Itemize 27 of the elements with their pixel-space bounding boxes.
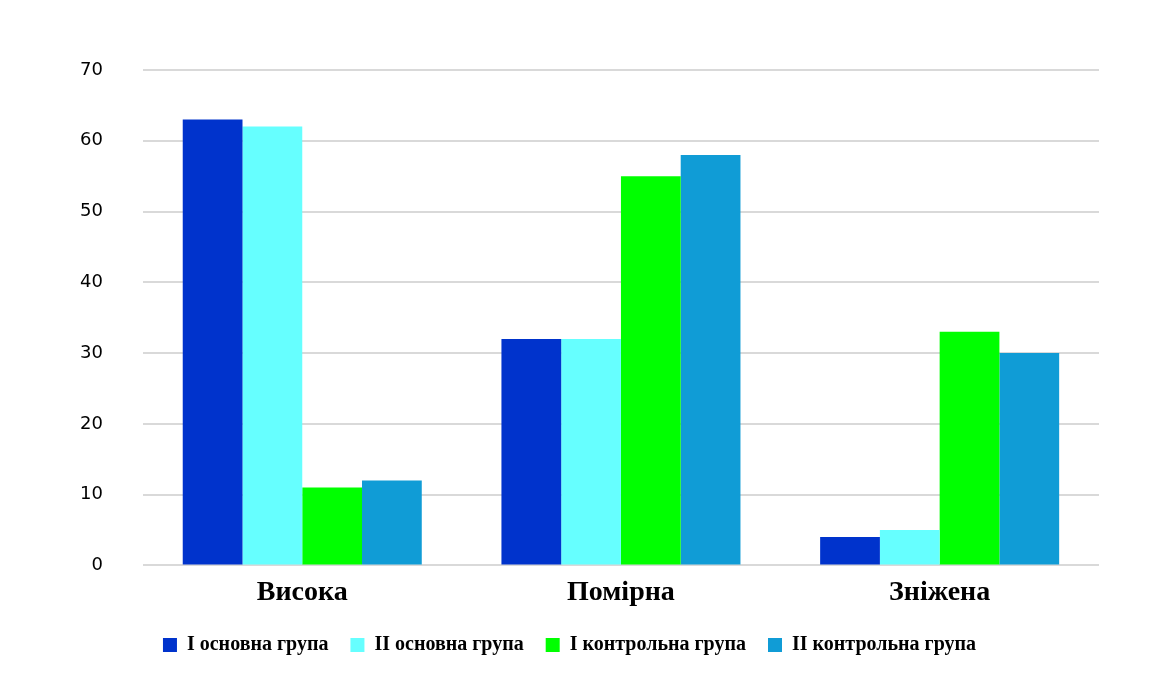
bar bbox=[302, 487, 363, 565]
bar bbox=[561, 338, 621, 565]
bar bbox=[501, 338, 562, 565]
bar bbox=[680, 154, 741, 565]
y-tick-label: 10 bbox=[80, 482, 103, 504]
bar bbox=[999, 353, 1060, 565]
x-tick-label: Зніжена bbox=[889, 575, 991, 607]
bar bbox=[820, 537, 880, 565]
legend-label: I контрольна група bbox=[569, 632, 746, 656]
x-tick-label: Висока bbox=[256, 575, 348, 607]
legend-label: II основна група bbox=[374, 632, 524, 656]
y-tick-label: 40 bbox=[80, 269, 103, 291]
y-tick-label: 30 bbox=[80, 340, 103, 362]
bar bbox=[242, 126, 303, 565]
y-tick-label: 70 bbox=[80, 57, 103, 79]
bar bbox=[879, 530, 940, 565]
legend-label: I основна група bbox=[186, 632, 329, 656]
bar bbox=[939, 331, 1000, 565]
bar bbox=[182, 119, 243, 565]
y-tick-label: 20 bbox=[80, 411, 103, 433]
y-tick-label: 0 bbox=[91, 553, 103, 575]
y-tick-label: 50 bbox=[80, 199, 103, 221]
legend-label: II контрольна група bbox=[791, 632, 977, 656]
bar bbox=[620, 176, 681, 565]
x-tick-label: Помірна bbox=[567, 575, 675, 607]
y-tick-label: 60 bbox=[80, 128, 103, 150]
bar bbox=[362, 480, 422, 565]
